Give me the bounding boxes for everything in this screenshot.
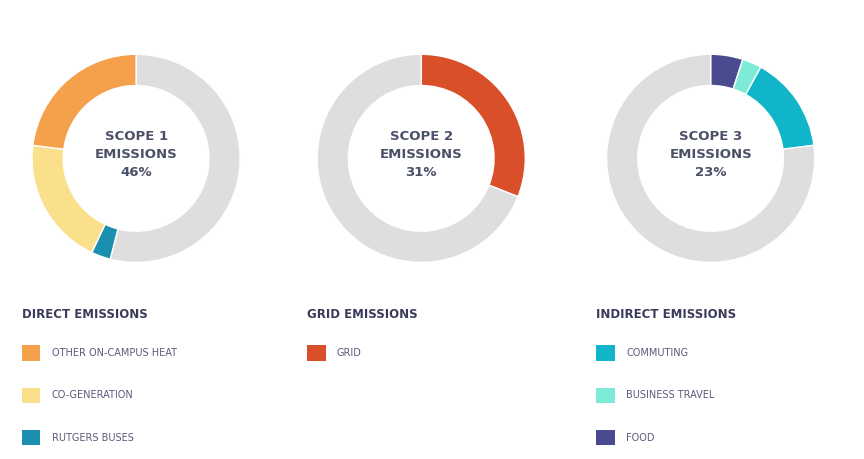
Wedge shape <box>607 54 815 263</box>
Text: INDIRECT EMISSIONS: INDIRECT EMISSIONS <box>596 308 736 320</box>
Wedge shape <box>746 67 814 149</box>
Text: DIRECT EMISSIONS: DIRECT EMISSIONS <box>22 308 148 320</box>
Text: RUTGERS BUSES: RUTGERS BUSES <box>52 433 134 443</box>
Wedge shape <box>92 224 118 259</box>
FancyBboxPatch shape <box>596 346 615 361</box>
Text: FOOD: FOOD <box>626 433 655 443</box>
Text: GRID: GRID <box>337 348 362 358</box>
FancyBboxPatch shape <box>307 346 326 361</box>
Wedge shape <box>710 54 743 89</box>
Text: GRID EMISSIONS: GRID EMISSIONS <box>307 308 417 320</box>
Text: SCOPE 1
EMISSIONS
46%: SCOPE 1 EMISSIONS 46% <box>95 130 177 179</box>
Wedge shape <box>421 54 525 196</box>
Wedge shape <box>734 59 761 95</box>
FancyBboxPatch shape <box>22 346 41 361</box>
Text: SCOPE 2
EMISSIONS
31%: SCOPE 2 EMISSIONS 31% <box>380 130 462 179</box>
FancyBboxPatch shape <box>22 388 41 403</box>
Wedge shape <box>32 146 105 252</box>
FancyBboxPatch shape <box>596 388 615 403</box>
Wedge shape <box>317 54 518 263</box>
Wedge shape <box>111 54 240 263</box>
Text: CO-GENERATION: CO-GENERATION <box>52 391 133 400</box>
Text: COMMUTING: COMMUTING <box>626 348 689 358</box>
Wedge shape <box>33 54 137 149</box>
Text: SCOPE 3
EMISSIONS
23%: SCOPE 3 EMISSIONS 23% <box>670 130 752 179</box>
Text: OTHER ON-CAMPUS HEAT: OTHER ON-CAMPUS HEAT <box>52 348 176 358</box>
Text: BUSINESS TRAVEL: BUSINESS TRAVEL <box>626 391 715 400</box>
FancyBboxPatch shape <box>596 430 615 445</box>
FancyBboxPatch shape <box>22 430 41 445</box>
